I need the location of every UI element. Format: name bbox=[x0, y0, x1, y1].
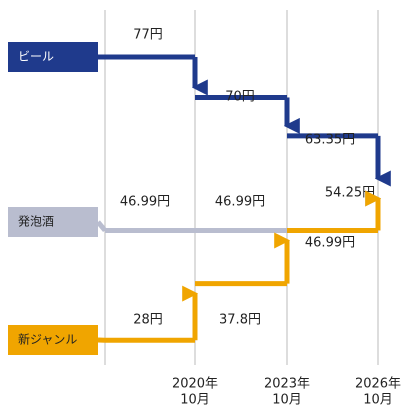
value-label: 77円 bbox=[133, 28, 163, 43]
value-label: 46.99円 bbox=[120, 195, 170, 210]
value-label: 37.8円 bbox=[219, 313, 261, 328]
legend-label: 発泡酒 bbox=[18, 215, 54, 229]
value-label: 28円 bbox=[133, 313, 163, 328]
value-label: 46.99円 bbox=[305, 236, 355, 251]
value-label: 70円 bbox=[225, 90, 255, 105]
x-tick-label: 2026年 bbox=[355, 377, 401, 392]
legend-box bbox=[8, 325, 98, 355]
value-label: 54.25円 bbox=[325, 186, 375, 201]
value-label: 63.35円 bbox=[305, 133, 355, 148]
x-tick-label: 2020年 bbox=[172, 377, 218, 392]
x-tick-label: 10月 bbox=[180, 393, 210, 405]
legend-label: ビール bbox=[18, 50, 54, 64]
legend-box bbox=[8, 42, 98, 72]
legend-box bbox=[8, 207, 98, 237]
legend-label: 新ジャンル bbox=[18, 332, 77, 347]
x-tick-label: 10月 bbox=[272, 393, 302, 405]
x-tick-label: 2023年 bbox=[264, 377, 310, 392]
legend-connector bbox=[96, 220, 107, 233]
x-tick-label: 10月 bbox=[363, 393, 393, 405]
value-label: 46.99円 bbox=[215, 195, 265, 210]
